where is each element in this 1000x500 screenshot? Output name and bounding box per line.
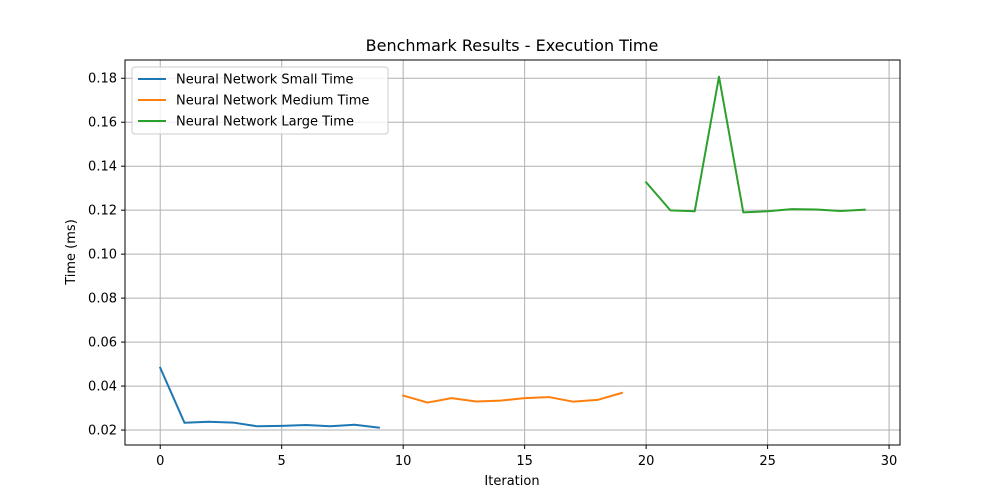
x-axis-label: Iteration — [484, 474, 539, 489]
x-tick-label: 15 — [516, 454, 533, 469]
x-tick-label: 25 — [759, 454, 776, 469]
legend-label-0: Neural Network Small Time — [176, 73, 353, 88]
y-tick-label: 0.18 — [88, 72, 117, 87]
y-axis-label: Time (ms) — [64, 219, 79, 286]
legend: Neural Network Small Time Neural Network … — [131, 66, 389, 135]
series-line-2 — [644, 75, 866, 214]
y-tick-label: 0.06 — [88, 336, 117, 351]
y-tick-label: 0.08 — [88, 292, 117, 307]
chart-title: Benchmark Results - Execution Time — [366, 36, 659, 55]
x-tick-label: 10 — [395, 454, 412, 469]
y-tick-label: 0.12 — [88, 204, 117, 219]
x-tick-label: 5 — [278, 454, 286, 469]
legend-box — [131, 66, 389, 135]
y-tick-label: 0.16 — [88, 116, 117, 131]
x-tick-label: 30 — [881, 454, 898, 469]
axis-ticks: 0 5 10 15 20 25 30 0.02 0.04 0.06 0.08 0.10 0.12 0.14… — [88, 72, 897, 469]
series-line-1 — [401, 391, 624, 404]
legend-label-1: Neural Network Medium Time — [176, 94, 369, 109]
legend-label-2: Neural Network Large Time — [176, 115, 354, 130]
x-tick-label: 20 — [638, 454, 655, 469]
plot-area-frame — [124, 59, 901, 446]
y-tick-label: 0.14 — [88, 160, 117, 175]
y-tick-label: 0.10 — [88, 248, 117, 263]
x-tick-label: 0 — [156, 454, 164, 469]
series-lines — [158, 75, 866, 429]
y-tick-label: 0.02 — [88, 424, 117, 439]
series-line-0 — [158, 366, 380, 429]
y-tick-label: 0.04 — [88, 380, 117, 395]
